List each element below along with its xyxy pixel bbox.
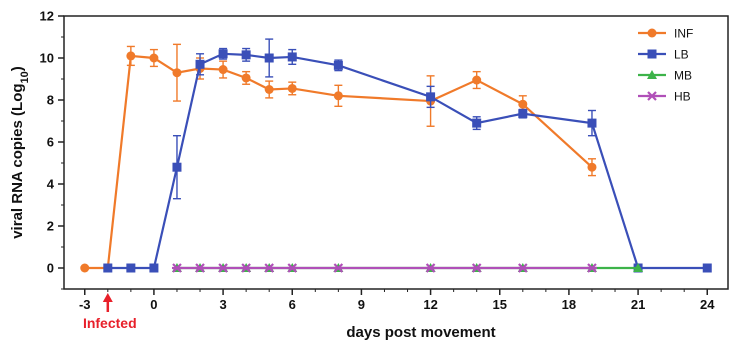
y-axis-title-subscript: 10 xyxy=(19,71,31,83)
legend-item-hb: HB xyxy=(638,90,691,104)
data-point-hb xyxy=(333,263,344,273)
x-tick-label: 18 xyxy=(562,297,576,312)
legend-item-inf: INF xyxy=(638,27,693,41)
data-point-lb xyxy=(287,52,297,62)
data-point-inf xyxy=(149,53,159,63)
data-point-hb xyxy=(517,263,528,273)
legend-item-lb: LB xyxy=(638,48,689,62)
y-tick-label: 8 xyxy=(47,93,54,108)
data-point-hb xyxy=(586,263,597,273)
data-point-lb xyxy=(103,263,113,273)
data-point-hb xyxy=(195,263,206,273)
x-tick-label: 6 xyxy=(289,297,296,312)
infected-arrow-head xyxy=(102,293,113,302)
x-tick-label: 12 xyxy=(423,297,437,312)
legend-item-mb: MB xyxy=(638,69,692,83)
x-tick-label: 9 xyxy=(358,297,365,312)
x-tick-label: -3 xyxy=(79,297,91,312)
series-layer xyxy=(80,38,712,273)
data-point-inf xyxy=(518,99,528,109)
legend-label: LB xyxy=(674,48,689,62)
data-point-lb xyxy=(472,118,482,128)
x-tick-label: 21 xyxy=(631,297,645,312)
legend-label: MB xyxy=(674,69,692,83)
y-tick-label: 10 xyxy=(40,51,54,66)
axes xyxy=(58,15,729,295)
data-point-lb xyxy=(702,263,712,273)
data-point-inf xyxy=(241,73,251,83)
x-tick-label: 3 xyxy=(219,297,226,312)
data-point-inf xyxy=(472,75,482,85)
series-line-lb xyxy=(107,52,708,270)
data-point-inf xyxy=(172,68,182,78)
y-tick-label: 4 xyxy=(47,177,55,192)
y-tick-label: 6 xyxy=(47,135,54,150)
data-point-hb xyxy=(218,263,229,273)
y-tick-label: 2 xyxy=(47,219,54,234)
infection-annotation: Infected xyxy=(83,293,137,331)
data-point-lb xyxy=(241,50,251,60)
x-tick-label: 24 xyxy=(700,297,715,312)
data-point-mb xyxy=(647,70,657,79)
series-inf xyxy=(80,43,597,273)
y-tick-label: 0 xyxy=(47,261,54,276)
infected-label: Infected xyxy=(83,315,137,331)
series-hb xyxy=(171,263,597,273)
data-point-hb xyxy=(425,263,436,273)
data-point-mb xyxy=(633,263,644,272)
data-point-lb xyxy=(264,53,274,63)
plot-frame xyxy=(63,15,729,290)
x-tick-label: 15 xyxy=(493,297,507,312)
data-point-inf xyxy=(587,162,597,172)
data-point-lb xyxy=(426,92,436,102)
x-tick-label: 0 xyxy=(150,297,157,312)
data-point-lb xyxy=(518,109,528,119)
y-axis-title: viral RNA copies (Log10) xyxy=(9,66,31,239)
data-point-lb xyxy=(172,162,182,172)
data-point-inf xyxy=(264,85,274,94)
data-point-hb xyxy=(287,263,298,273)
data-point-inf xyxy=(80,263,90,273)
data-point-lb xyxy=(126,263,136,273)
data-point-hb xyxy=(241,263,252,273)
data-point-inf xyxy=(647,28,657,38)
data-point-lb xyxy=(218,49,228,59)
y-tick-label: 12 xyxy=(40,9,54,24)
data-point-hb xyxy=(264,263,275,273)
data-point-lb xyxy=(149,263,159,273)
data-point-lb xyxy=(647,49,657,59)
data-point-lb xyxy=(333,60,343,70)
data-point-lb xyxy=(195,59,205,69)
data-point-hb xyxy=(471,263,482,273)
y-axis-title-end: ) xyxy=(9,66,26,71)
x-axis-title: days post movement xyxy=(346,324,495,341)
data-point-hb xyxy=(171,263,182,273)
data-point-inf xyxy=(218,65,228,75)
series-lb xyxy=(103,38,712,273)
data-point-inf xyxy=(126,51,136,61)
legend-label: INF xyxy=(674,27,693,41)
data-point-lb xyxy=(587,118,597,128)
y-axis-title-main: viral RNA copies (Log xyxy=(9,83,26,238)
legend-label: HB xyxy=(674,90,691,104)
data-point-inf xyxy=(287,83,297,93)
data-point-inf xyxy=(333,91,343,101)
data-point-hb xyxy=(647,91,657,101)
legend: INF LB MB HB xyxy=(638,27,693,104)
